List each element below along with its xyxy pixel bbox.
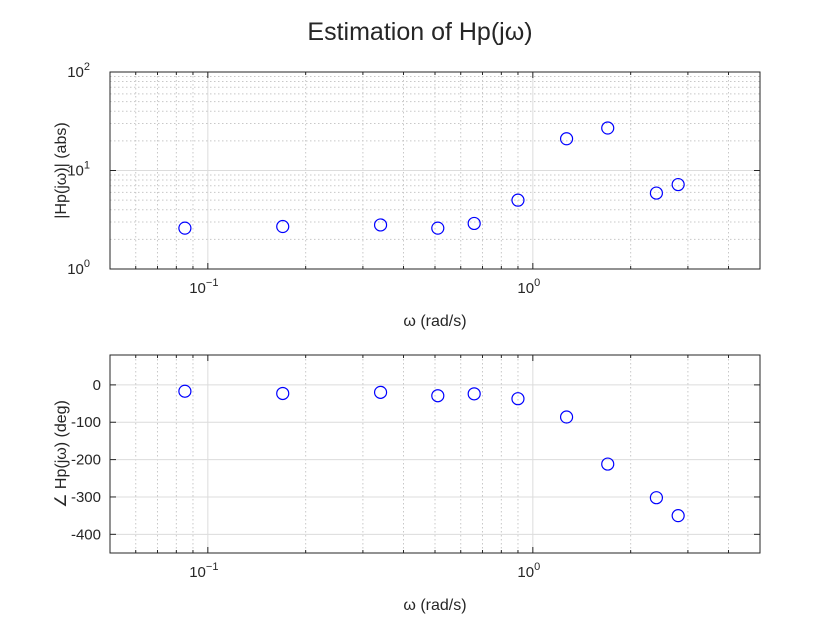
data-point	[559, 132, 574, 146]
y-tick-label: 100	[67, 258, 90, 278]
y-tick-label: 102	[67, 61, 90, 81]
chart-title: Estimation of Hp(jω)	[307, 18, 532, 46]
x-tick-label: 10−1	[189, 277, 218, 297]
data-point	[373, 385, 388, 399]
data-point	[178, 384, 192, 398]
data-point	[601, 121, 615, 135]
data-point	[431, 389, 445, 403]
data-point	[511, 193, 525, 207]
data-point	[649, 491, 664, 505]
data-point	[671, 177, 685, 192]
data-point	[276, 386, 290, 401]
data-point	[671, 509, 685, 523]
data-point	[373, 218, 388, 232]
data-point	[649, 186, 664, 200]
data-point	[467, 387, 481, 401]
magnitude-axes: 10−1 100 100 101 102 ω (rad/s) |Hp(jω)| (abs)	[53, 61, 761, 330]
x-tick-label: 10−1	[189, 561, 218, 581]
data-point	[601, 457, 615, 471]
data-point	[467, 216, 481, 231]
data-point	[511, 392, 525, 406]
y-tick-label: 101	[67, 160, 90, 180]
y-tick-label: -200	[71, 452, 101, 469]
x-tick-label: 100	[517, 277, 540, 297]
y-tick-label: -100	[71, 414, 101, 431]
y-tick-label: -300	[71, 489, 101, 506]
data-point	[178, 221, 192, 235]
phase-axes: 10−1 100 0 -100 -200 -300 -400 ω (rad/s) ∠ Hp(jω…	[53, 354, 761, 614]
data-point	[559, 410, 574, 424]
y-tick-label: 0	[93, 377, 101, 394]
data-point	[431, 221, 445, 235]
x-axis-label: ω (rad/s)	[403, 597, 466, 614]
y-tick-label: -400	[71, 526, 101, 543]
x-tick-label: 100	[517, 561, 540, 581]
data-point	[276, 219, 290, 234]
y-axis-label: |Hp(jω)| (abs)	[53, 122, 70, 218]
y-axis-label: ∠ Hp(jω) (deg)	[53, 400, 70, 508]
x-axis-label: ω (rad/s)	[403, 313, 466, 330]
